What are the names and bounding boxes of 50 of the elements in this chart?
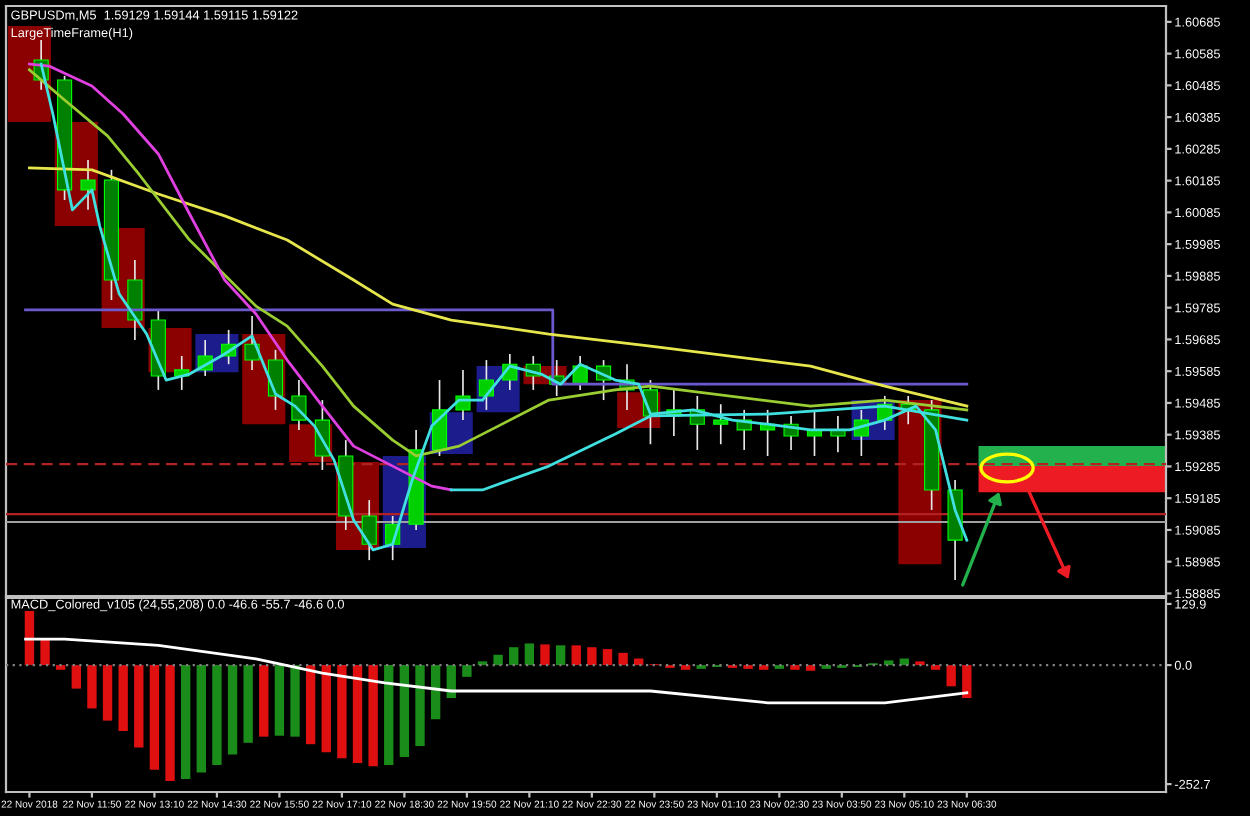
bar [134,665,144,748]
bar [274,665,285,736]
bar [384,665,394,765]
candlestick [361,499,377,561]
bar [399,665,410,757]
candlestick [127,259,143,341]
bar [305,665,316,745]
bar [118,665,128,732]
bar [102,665,113,721]
bar [259,665,269,737]
line-series [28,166,969,408]
bar [227,665,238,755]
candlestick [244,315,260,371]
line-series [24,637,969,705]
bar [321,665,331,753]
bar [290,665,300,737]
bar [87,665,97,709]
bar [602,649,613,666]
bar [71,665,81,689]
line-series [28,68,969,458]
candlestick [830,415,846,453]
bar [493,654,503,666]
bar [212,665,222,765]
candlestick [713,403,729,446]
bar [196,665,206,773]
bar [149,665,160,770]
bar [243,665,253,743]
bar [165,665,175,781]
bar [618,652,628,666]
bar [571,645,581,666]
bar [337,665,347,759]
bar [368,665,378,767]
bar [352,665,363,764]
bar [430,665,441,720]
bar [805,665,816,671]
line-series [28,62,453,492]
bar [180,665,191,780]
bar [946,665,956,687]
bar [962,665,972,699]
bar [24,610,35,666]
bar [462,665,472,677]
bar [509,647,519,666]
bar [40,639,50,666]
bar [524,643,535,666]
bar [415,665,425,747]
candlestick [80,159,96,211]
bar [587,647,597,666]
bar [555,645,566,666]
bar [884,660,894,666]
bar [540,644,550,666]
